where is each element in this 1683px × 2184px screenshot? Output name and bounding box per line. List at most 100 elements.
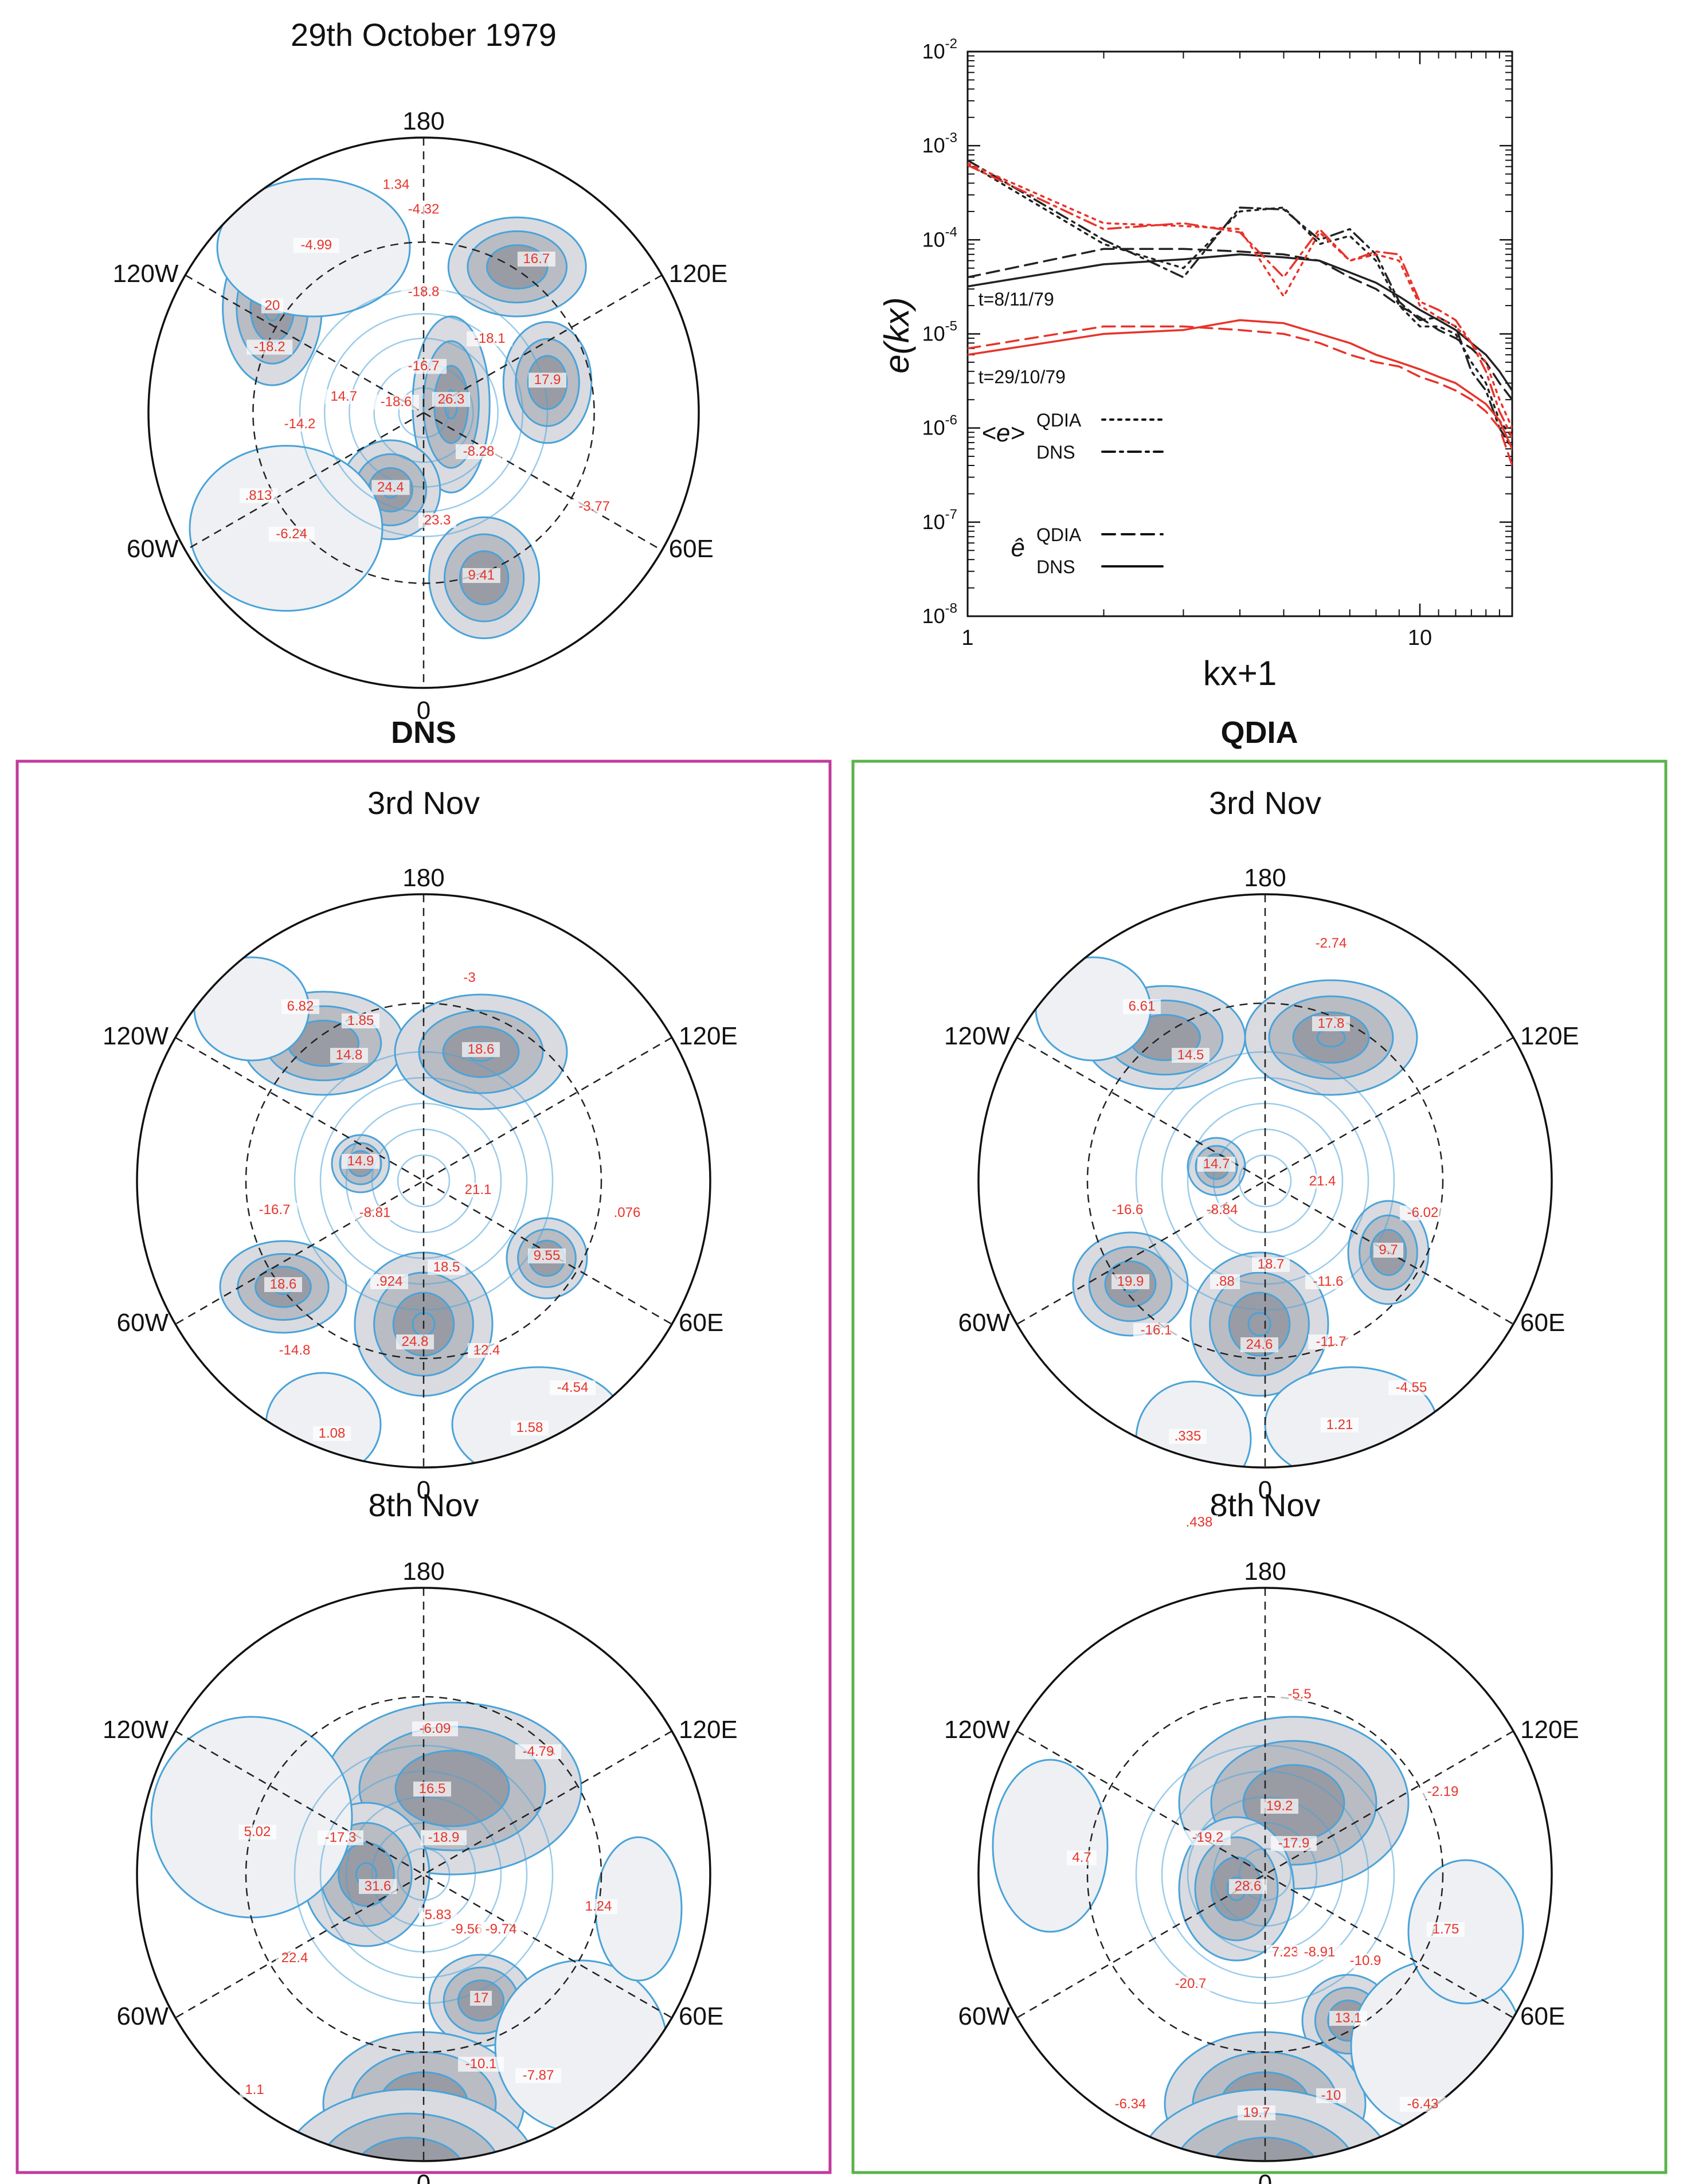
contour-value-label: -18.8	[408, 284, 440, 300]
contour-value-label: 19.7	[1243, 2105, 1270, 2120]
contour-value-label: 22.4	[281, 1950, 308, 1966]
contour-value-label: 5.02	[244, 1824, 271, 1839]
longitude-label: 60E	[1520, 2002, 1565, 2030]
contour-value-label: 17	[473, 1990, 489, 2006]
latitude-circle	[245, 1696, 602, 2053]
contour-value-bg	[1133, 1323, 1179, 1338]
contour-value-label: 21.4	[1309, 1173, 1336, 1189]
contour-value-bg	[515, 2068, 561, 2083]
contour-value-bg	[396, 1334, 434, 1349]
contour-value-label: -8.84	[1207, 1202, 1238, 1218]
contour-value-label: -4.55	[1396, 1380, 1427, 1395]
longitude-label: 120E	[1520, 1022, 1579, 1050]
longitude-label: 120E	[669, 260, 728, 288]
contour-value-bg	[371, 480, 410, 495]
contour-value-bg	[413, 1782, 451, 1796]
contour-value-label: -18.2	[254, 339, 285, 355]
contour-value-label: 14.9	[347, 1153, 374, 1169]
shaded-region	[992, 1759, 1109, 1933]
contour-value-bg	[432, 392, 470, 407]
series-line	[968, 325, 1512, 467]
contour-ring	[394, 1749, 510, 1827]
contour-value-bg	[293, 238, 339, 253]
longitude-label: 180	[402, 864, 444, 892]
contour-value-label: -18.6	[381, 394, 412, 410]
latitude-circle	[1086, 1696, 1444, 2053]
contour-ring	[315, 2112, 503, 2161]
longitude-label: 60W	[127, 535, 179, 563]
contour-value-label: 1.21	[1326, 1417, 1353, 1432]
contour-value-bg	[529, 373, 566, 388]
y-tick-label: 10-7	[922, 507, 957, 534]
contour-value-label: -7.87	[523, 2068, 554, 2083]
contour-value-bg	[401, 284, 447, 300]
contour-value-bg	[1271, 1836, 1317, 1851]
series-line	[968, 159, 1512, 450]
contour-value-label: 9.41	[468, 567, 495, 583]
longitude-label: 60W	[117, 1309, 169, 1337]
contour-value-bg	[459, 970, 480, 985]
contour-value-label: -3	[463, 970, 475, 985]
longitude-label: 180	[1244, 1557, 1286, 1586]
contour-value-label: -18.1	[474, 331, 506, 346]
polar-map-dns-3-nov: 180 0 120W 120E 60W 60E -3 6.82 1.85 14.8 18.6 14.9…	[103, 864, 738, 1504]
contour-value-bg	[1168, 1976, 1214, 1991]
longitude-label: 120W	[944, 1716, 1010, 1744]
longitude-label: 120W	[103, 1022, 169, 1050]
contour-value-bg	[1240, 1337, 1278, 1352]
contour-value-bg	[1388, 1380, 1434, 1395]
contour-value-label: .813	[245, 488, 272, 503]
longitude-label: 120E	[1520, 1716, 1579, 1744]
contour-value-bg	[240, 488, 277, 503]
longitude-label: 120W	[112, 260, 178, 288]
series-line	[968, 319, 1512, 450]
contour-value-label: 31.6	[365, 1878, 392, 1894]
contour-value-label: -2.19	[1427, 1784, 1459, 1799]
contour-value-bg	[318, 1830, 363, 1845]
legend-label: QDIA	[1036, 410, 1082, 430]
contour-value-bg	[342, 1154, 379, 1169]
energy-spectrum-chart: 10-8 10-7 10-6 10-5 10-4 10-3 10-2 1 10 t=8/11/7…	[878, 36, 1513, 692]
longitude-label: 60W	[117, 2002, 169, 2030]
contour-value-label: -4.79	[523, 1744, 554, 1759]
map-title: 29th October 1979	[291, 17, 557, 53]
y-tick-label: 10-2	[922, 36, 957, 63]
legend-symbol: <e>	[981, 419, 1025, 447]
contour-value-bg	[515, 1744, 561, 1759]
contour-value-bg	[264, 1277, 302, 1292]
contour-value-bg	[401, 202, 447, 217]
contour-value-bg	[277, 417, 323, 432]
contour-value-label: -5.5	[1287, 1686, 1311, 1702]
contour-value-label: .335	[1175, 1428, 1201, 1444]
contour-value-bg	[330, 1048, 368, 1063]
shaded-region	[1407, 1859, 1524, 2005]
contour-ring	[1247, 1312, 1271, 1337]
contour-value-label: -8.91	[1304, 1944, 1336, 1960]
contour-value-label: 1.08	[319, 1426, 346, 1441]
contour-value-label: 14.7	[1203, 1156, 1230, 1172]
contour-value-bg	[281, 999, 319, 1014]
map-title: 3rd Nov	[367, 785, 480, 821]
contour-value-bg	[459, 1183, 497, 1197]
contour-value-bg	[1420, 1784, 1466, 1799]
contour-value-bg	[1329, 2011, 1367, 2026]
contour-value-label: 20	[265, 298, 280, 314]
chart-legend: <e> QDIA DNS ê QDIA DNS	[981, 410, 1164, 577]
longitude-label: 60E	[1520, 1309, 1565, 1337]
contour-value-label: -16.7	[408, 358, 440, 374]
contour-value-bg	[1400, 2097, 1446, 2112]
contour-line	[1238, 1848, 1292, 1901]
contour-value-label: 7.23	[1272, 1944, 1299, 1960]
contour-value-label: -6.09	[420, 1721, 451, 1736]
contour-value-bg	[1373, 1243, 1403, 1258]
contour-value-label: 16.7	[523, 251, 550, 267]
contour-value-label: 26.3	[438, 392, 465, 407]
contour-value-label: -16.7	[259, 1202, 291, 1218]
contour-value-bg	[580, 1899, 617, 1914]
contour-value-bg	[1297, 1945, 1343, 1960]
contour-value-label: -20.7	[1175, 1976, 1207, 1991]
longitude-label: 180	[1244, 864, 1286, 892]
y-axis-label: e(kx)	[878, 297, 916, 373]
contour-line	[1238, 1154, 1292, 1208]
